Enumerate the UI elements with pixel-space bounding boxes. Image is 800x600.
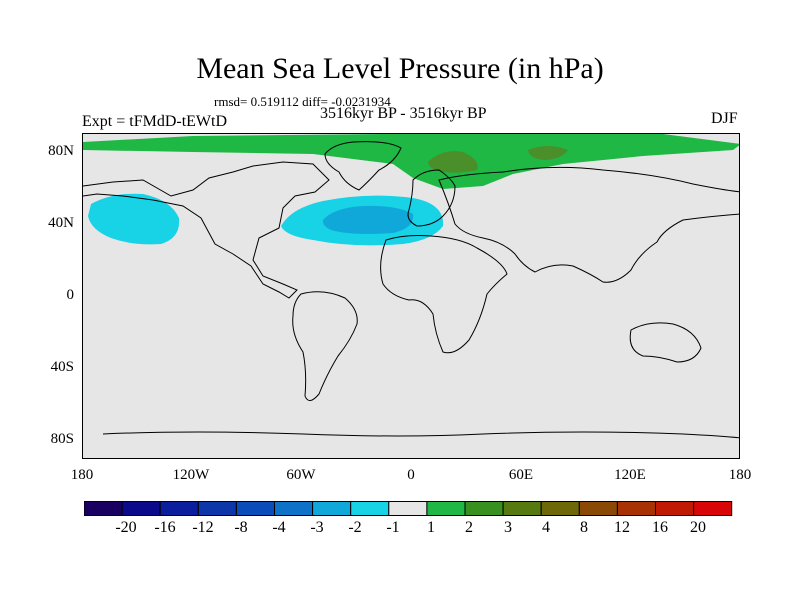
colorbar-label: 4 <box>542 519 550 536</box>
colorbar-label: -20 <box>115 519 137 536</box>
colorbar-label: -12 <box>192 519 214 536</box>
north-pacific-negative-anomaly <box>88 193 180 245</box>
colorbar-label: -16 <box>154 519 176 536</box>
colorbar-box <box>616 501 657 516</box>
stats-line: rmsd= 0.519112 diff= -0.0231934 <box>214 94 391 109</box>
map-background <box>83 134 739 458</box>
colorbar-box <box>350 501 390 516</box>
colorbar-label: 3 <box>504 519 512 536</box>
experiment-label: Expt = tFMdD-tEWtD <box>82 113 228 130</box>
colorbar-box <box>502 501 542 516</box>
colorbar-box <box>235 501 275 516</box>
colorbar-box <box>426 501 466 516</box>
lon-label: 60E <box>508 467 534 483</box>
lon-label: 180 <box>728 467 752 483</box>
colorbar-label: 1 <box>427 519 435 536</box>
colorbar-box <box>159 501 199 516</box>
arctic-positive-anomaly-core <box>428 146 568 173</box>
colorbar-box <box>274 501 314 516</box>
colorbar-label: -3 <box>310 519 324 536</box>
lon-label: 60W <box>286 467 316 483</box>
colorbar-label: -2 <box>348 519 362 536</box>
colorbar-box <box>464 501 504 516</box>
map-panel <box>82 133 740 459</box>
colorbar-box <box>388 501 428 516</box>
colorbar <box>84 501 733 516</box>
colorbar-box <box>312 501 352 516</box>
map-svg <box>83 134 739 458</box>
lat-label: 40N <box>48 215 74 231</box>
colorbar-label: -4 <box>272 519 286 536</box>
lon-label: 180 <box>70 467 94 483</box>
colorbar-box <box>693 501 733 516</box>
lat-label: 80N <box>48 143 74 159</box>
lon-label: 0 <box>407 467 415 483</box>
arctic-positive-anomaly <box>83 134 739 189</box>
north-atlantic-negative-anomaly-core <box>322 205 414 234</box>
lat-label: 40S <box>50 359 74 375</box>
colorbar-label: 2 <box>465 519 473 536</box>
period-label: 3516kyr BP - 3516kyr BP <box>320 105 487 122</box>
lat-label: 0 <box>66 287 75 303</box>
lat-label: 80S <box>50 431 74 447</box>
season-label: DJF <box>711 110 738 127</box>
colorbar-box <box>84 501 123 516</box>
colorbar-box <box>540 501 580 516</box>
coastlines <box>83 141 739 439</box>
colorbar-label: 12 <box>614 519 630 536</box>
plot-title: Mean Sea Level Pressure (in hPa) <box>196 52 604 85</box>
colorbar-box <box>655 501 695 516</box>
colorbar-box <box>121 501 161 516</box>
colorbar-label: 16 <box>652 519 668 536</box>
colorbar-box <box>197 501 237 516</box>
colorbar-label: 8 <box>580 519 588 536</box>
lon-label: 120E <box>614 467 646 483</box>
lon-label: 120W <box>172 467 210 483</box>
colorbar-box <box>578 501 618 516</box>
colorbar-label: -8 <box>234 519 248 536</box>
colorbar-label: -1 <box>386 519 400 536</box>
colorbar-label: 20 <box>690 519 706 536</box>
